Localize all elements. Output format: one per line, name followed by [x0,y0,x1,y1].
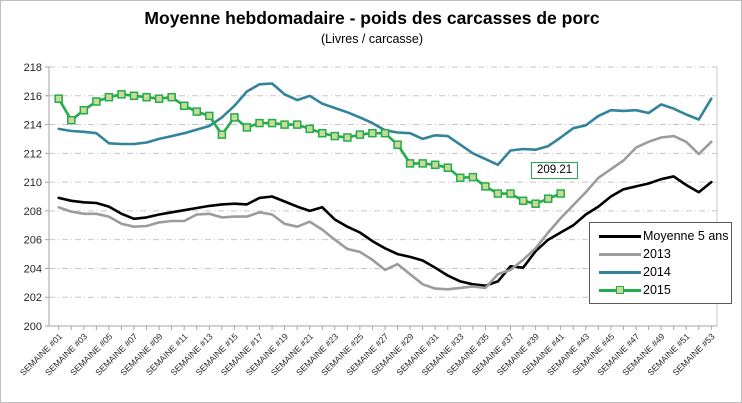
svg-text:218: 218 [24,62,42,74]
svg-text:212: 212 [24,148,42,160]
legend-swatch-2013 [599,252,641,256]
legend-item-moyenne-5-ans: Moyenne 5 ans [599,227,729,245]
y-axis-labels: 200 202 204 206 208 210 212 214 216 218 [24,62,42,333]
series-2015-markers [54,90,565,208]
x-axis-ticks [58,326,712,330]
legend-item-2015: 2015 [599,281,729,299]
legend-marker-2015-square-icon [616,285,624,294]
svg-text:214: 214 [24,120,42,132]
series-moyenne-5-ans [57,175,713,288]
svg-text:202: 202 [24,292,42,304]
series-2013 [57,134,713,291]
legend-swatch-moyenne-5-ans [599,234,641,238]
legend-label-moyenne-5-ans: Moyenne 5 ans [643,229,729,243]
legend-item-2014: 2014 [599,263,729,281]
svg-text:210: 210 [24,177,42,189]
legend-label-2013: 2013 [643,247,671,261]
svg-text:206: 206 [24,235,42,247]
legend-item-2013: 2013 [599,245,729,263]
legend-swatch-2014 [599,270,641,274]
svg-text:216: 216 [24,91,42,103]
legend-swatch-2015 [599,285,641,294]
legend-label-2015: 2015 [643,283,671,297]
chart-title: Moyenne hebdomadaire - poids des carcass… [144,8,600,28]
svg-text:SEMAINE #01: SEMAINE #01 [18,331,64,377]
svg-text:200: 200 [24,321,42,333]
svg-text:208: 208 [24,206,42,218]
y-axis-ticks [45,66,49,327]
chart-subtitle: (Livres / carcasse) [320,32,424,46]
legend: Moyenne 5 ans 2013 2014 2015 [589,222,732,304]
data-label-annotation: 209.21 [531,162,579,179]
svg-text:204: 204 [24,263,42,275]
legend-label-2014: 2014 [643,265,671,279]
